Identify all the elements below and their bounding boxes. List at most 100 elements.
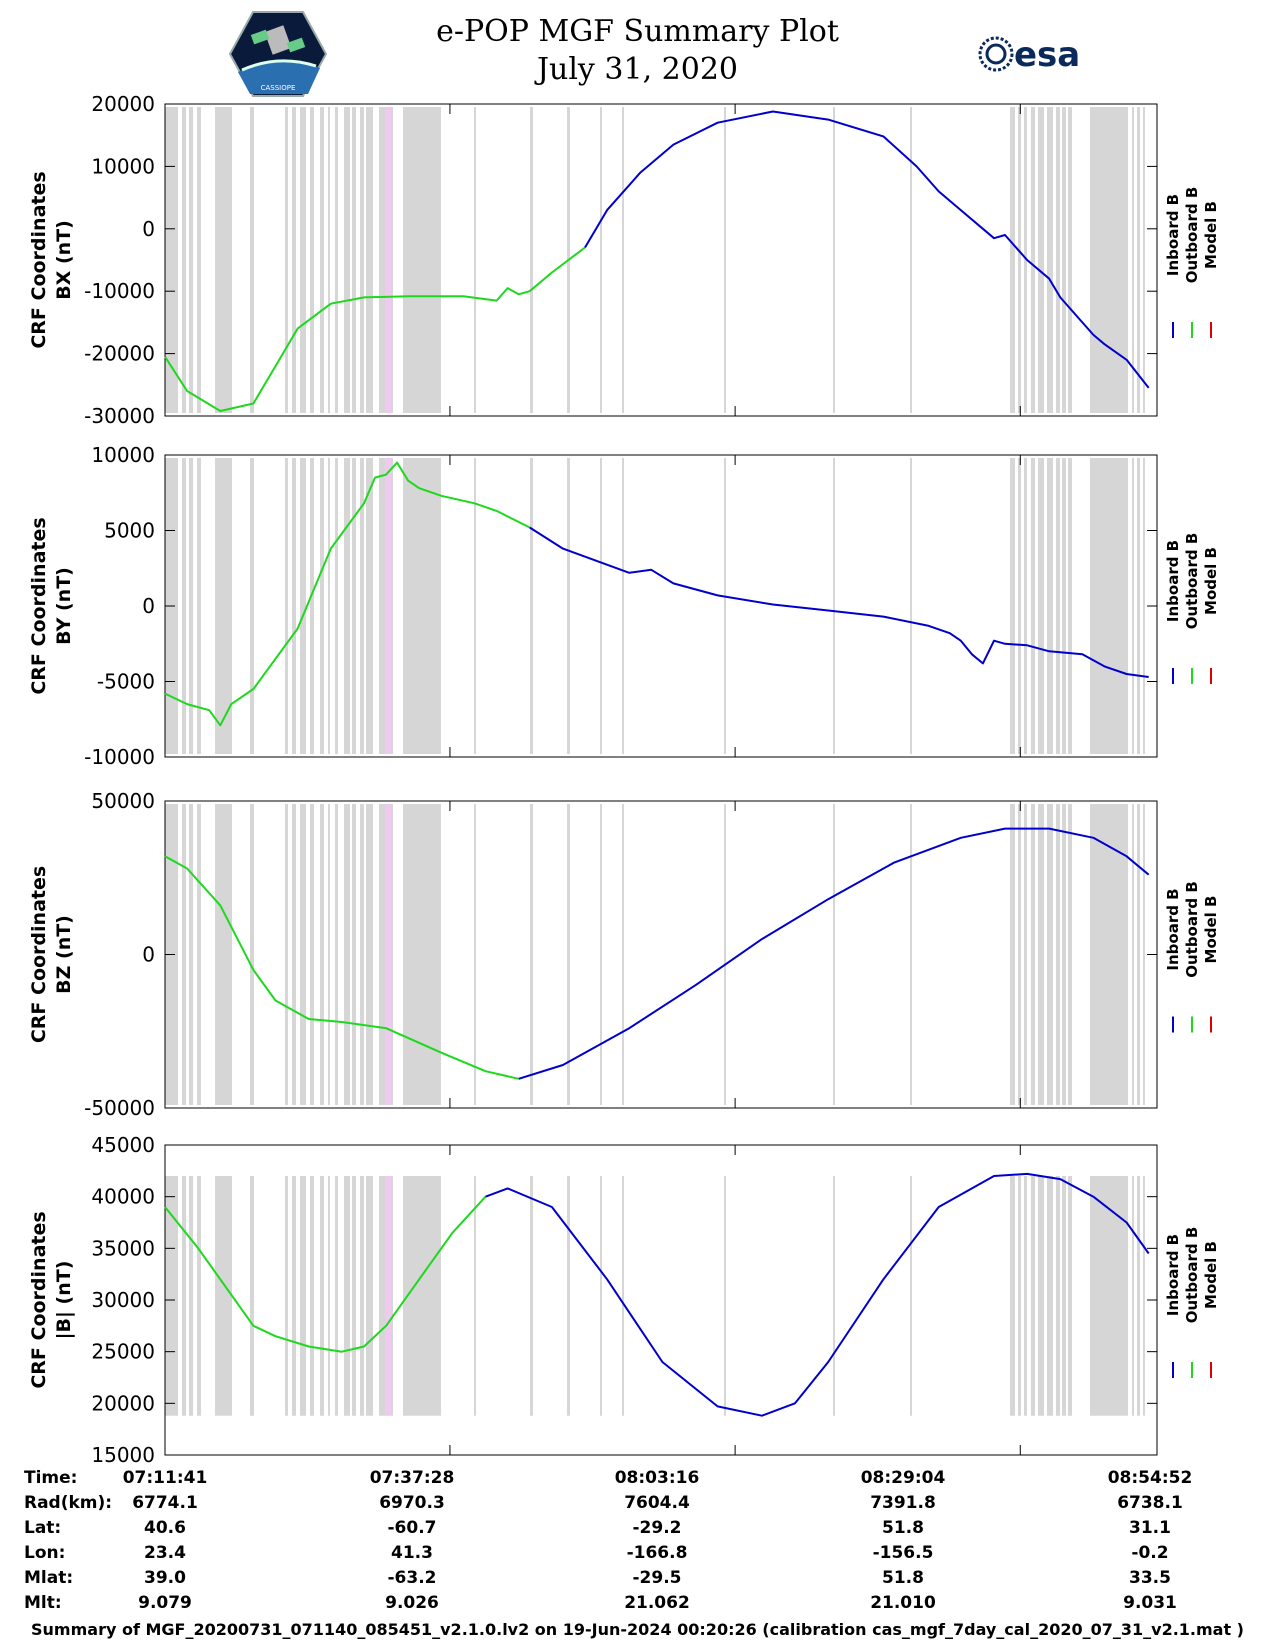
bx-series-inboard-b xyxy=(584,110,1150,389)
bmag-gap-band xyxy=(1090,1176,1128,1416)
bx-gap-band xyxy=(360,107,364,413)
bz-gap-band xyxy=(1090,804,1128,1105)
bx-gap-band xyxy=(1132,107,1134,413)
by-ylabel-units: BY (nT) xyxy=(53,567,75,645)
bz-gap-band xyxy=(189,804,193,1105)
plot-date: July 31, 2020 xyxy=(536,52,739,87)
bx-ytick-label: 0 xyxy=(142,217,155,241)
bmag-gap-band xyxy=(352,1176,356,1416)
bx-gap-band xyxy=(285,107,288,413)
bz-gap-band xyxy=(403,804,441,1105)
bz-gap-band xyxy=(1132,804,1134,1105)
by-gap-band xyxy=(600,458,602,754)
bz-gap-band xyxy=(910,804,912,1105)
bx-ytick-label: 10000 xyxy=(91,154,155,178)
by-gap-band xyxy=(352,458,356,754)
by-gap-band xyxy=(300,458,306,754)
by-legend-inboard-label: Inboard B xyxy=(1164,540,1182,622)
bz-gap-band xyxy=(1031,804,1035,1105)
bx-gap-band xyxy=(1056,107,1060,413)
bx-gap-band xyxy=(366,107,373,413)
by-gap-band xyxy=(1143,458,1145,754)
by-gap-band xyxy=(910,458,912,754)
bx-gap-band xyxy=(1031,107,1035,413)
bz-gap-band xyxy=(1010,804,1015,1105)
bz-gap-band xyxy=(292,804,296,1105)
bx-gap-band xyxy=(403,107,441,413)
bx-gap-band xyxy=(292,107,296,413)
bx-gap-band xyxy=(1024,107,1027,413)
cassiope-logo-text: CASSIOPE xyxy=(261,84,296,92)
bmag-gap-band xyxy=(1018,1176,1021,1416)
info-value: 23.4 xyxy=(144,1543,186,1563)
info-value: 33.5 xyxy=(1129,1568,1171,1588)
by-gap-band xyxy=(320,458,324,754)
bx-ytick-label: -10000 xyxy=(84,279,155,303)
info-value: 07:11:41 xyxy=(122,1468,208,1488)
by-gap-band xyxy=(724,458,726,754)
bz-gap-band xyxy=(474,804,476,1105)
by-gap-band xyxy=(1137,458,1140,754)
info-row-label: Time: xyxy=(24,1468,78,1488)
bz-gap-band xyxy=(833,804,835,1105)
cassiope-satellite-logo: CASSIOPE xyxy=(228,11,328,97)
mgf-summary-plots: 20000 10000 0 -10000 -20000 -30000 CRF Coordin… xyxy=(28,92,1220,1467)
info-value: -156.5 xyxy=(872,1543,934,1563)
bx-legend-inboard-label: Inboard B xyxy=(1164,194,1182,276)
by-ytick-label: 5000 xyxy=(104,519,155,543)
bz-gap-band xyxy=(182,804,186,1105)
bz-ytick-label: 50000 xyxy=(91,789,155,813)
bx-ytick-label: 20000 xyxy=(91,92,155,116)
bz-gap-band xyxy=(1143,804,1145,1105)
info-value: 08:29:04 xyxy=(860,1468,946,1488)
info-value: 21.010 xyxy=(870,1593,936,1613)
bmag-gap-band xyxy=(250,1176,254,1416)
info-row-label: Lon: xyxy=(24,1543,66,1563)
by-gap-band xyxy=(328,458,330,754)
bz-gap-band xyxy=(250,804,254,1105)
info-value: -29.2 xyxy=(632,1518,682,1538)
by-gap-band xyxy=(1010,458,1015,754)
bx-ylabel-units: BX (nT) xyxy=(53,220,75,300)
bmag-gap-band xyxy=(197,1176,201,1416)
bz-gap-band xyxy=(300,804,306,1105)
bx-ytick-label: -20000 xyxy=(84,342,155,366)
bx-gap-band xyxy=(833,107,835,413)
bmag-gap-band xyxy=(403,1176,441,1416)
by-gap-band xyxy=(292,458,296,754)
bmag-gap-band xyxy=(182,1176,186,1416)
bmag-gap-band xyxy=(335,1176,338,1416)
bz-series-inboard-b xyxy=(518,827,1150,1080)
bx-gap-band xyxy=(1062,107,1066,413)
by-gap-band xyxy=(1024,458,1027,754)
by-gap-band xyxy=(1038,458,1044,754)
bmag-gap-band xyxy=(1010,1176,1015,1416)
bz-gap-band xyxy=(335,804,338,1105)
bx-gap-band xyxy=(197,107,201,413)
info-row-label: Lat: xyxy=(24,1518,62,1538)
esa-logo-text: esa xyxy=(1014,35,1080,75)
bx-gap-band xyxy=(1143,107,1145,413)
info-value: 6738.1 xyxy=(1117,1493,1183,1513)
bmag-ytick-label: 35000 xyxy=(91,1236,155,1260)
bmag-ylabel-units: |B| (nT) xyxy=(53,1261,75,1340)
info-value: -60.7 xyxy=(387,1518,437,1538)
bx-series-outboard-b xyxy=(164,246,586,412)
info-value: -63.2 xyxy=(387,1568,437,1588)
bmag-ytick-label: 15000 xyxy=(91,1443,155,1467)
by-gap-band xyxy=(567,458,570,754)
info-value: 21.062 xyxy=(624,1593,690,1613)
bmag-gap-band xyxy=(285,1176,288,1416)
bx-gap-band xyxy=(300,107,306,413)
bmag-legend-model-label: Model B xyxy=(1202,1241,1220,1309)
bx-gap-band xyxy=(1068,107,1072,413)
info-value: 6970.3 xyxy=(379,1493,445,1513)
bz-ytick-label: -50000 xyxy=(84,1096,155,1120)
bz-ytick-label: 0 xyxy=(142,943,155,967)
bmag-highlight-band xyxy=(385,1176,391,1416)
bx-gap-band xyxy=(1047,107,1053,413)
bx-gap-band xyxy=(910,107,912,413)
by-gap-band xyxy=(1132,458,1134,754)
bz-gap-band xyxy=(366,804,373,1105)
bx-gap-band xyxy=(352,107,356,413)
